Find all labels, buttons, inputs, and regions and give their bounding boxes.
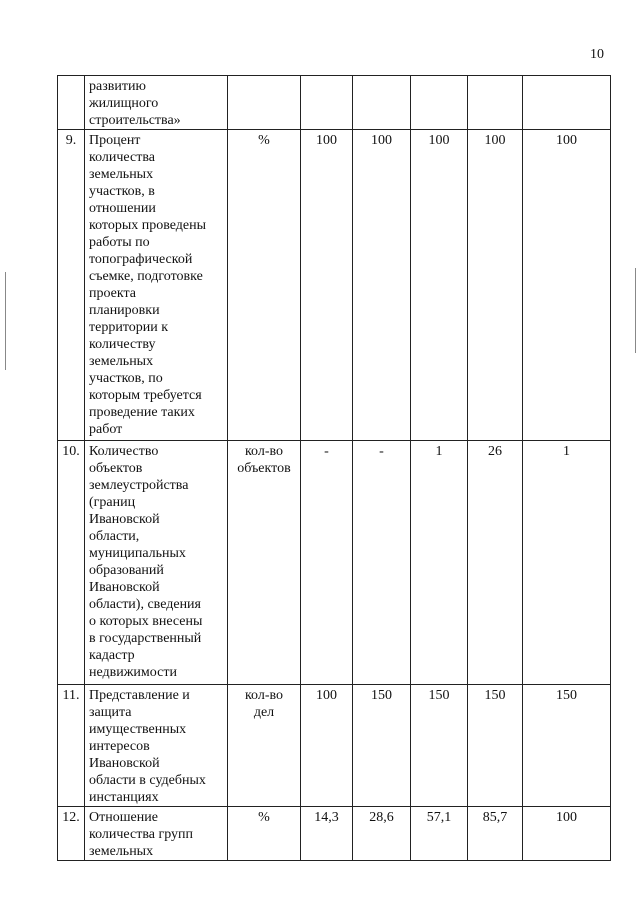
table-row: 11. Представление и защита имущественных … <box>57 684 611 807</box>
table-row: 10. Количество объектов землеустройства (… <box>57 440 611 685</box>
value-cell: - <box>300 440 353 685</box>
value-cell: 150 <box>522 684 611 807</box>
value-cell: 100 <box>352 129 411 441</box>
unit-cell: % <box>227 806 301 861</box>
value-cell <box>467 75 523 130</box>
value-cell: 100 <box>467 129 523 441</box>
value-cell: 100 <box>522 129 611 441</box>
unit-cell: кол-во объектов <box>227 440 301 685</box>
row-number: 12. <box>57 806 85 861</box>
table-row: 12. Отношение количества групп земельных%… <box>57 806 611 861</box>
indicators-table: развитию жилищного строительства» 9. Проце… <box>57 75 611 861</box>
value-cell: 85,7 <box>467 806 523 861</box>
value-cell: 150 <box>410 684 468 807</box>
unit-cell: % <box>227 129 301 441</box>
value-cell: 150 <box>467 684 523 807</box>
value-cell <box>352 75 411 130</box>
row-number <box>57 75 85 130</box>
page-number: 10 <box>590 47 604 62</box>
value-cell: 1 <box>522 440 611 685</box>
value-cell: 14,3 <box>300 806 353 861</box>
value-cell: 100 <box>522 806 611 861</box>
row-number: 10. <box>57 440 85 685</box>
value-cell: 1 <box>410 440 468 685</box>
value-cell: 57,1 <box>410 806 468 861</box>
row-number: 11. <box>57 684 85 807</box>
indicator-description: развитию жилищного строительства» <box>84 75 228 130</box>
scan-artifact <box>5 272 6 370</box>
table-row: развитию жилищного строительства» <box>57 75 611 130</box>
value-cell: 28,6 <box>352 806 411 861</box>
value-cell <box>410 75 468 130</box>
unit-cell: кол-во дел <box>227 684 301 807</box>
value-cell: - <box>352 440 411 685</box>
value-cell: 100 <box>410 129 468 441</box>
indicator-description: Количество объектов землеустройства (гра… <box>84 440 228 685</box>
value-cell: 100 <box>300 129 353 441</box>
indicator-description: Процент количества земельных участков, в… <box>84 129 228 441</box>
value-cell <box>522 75 611 130</box>
value-cell: 100 <box>300 684 353 807</box>
unit-cell <box>227 75 301 130</box>
indicator-description: Представление и защита имущественных инт… <box>84 684 228 807</box>
row-number: 9. <box>57 129 85 441</box>
scan-artifact <box>635 268 636 353</box>
value-cell <box>300 75 353 130</box>
value-cell: 26 <box>467 440 523 685</box>
value-cell: 150 <box>352 684 411 807</box>
table-row: 9. Процент количества земельных участков,… <box>57 129 611 441</box>
indicator-description: Отношение количества групп земельных <box>84 806 228 861</box>
